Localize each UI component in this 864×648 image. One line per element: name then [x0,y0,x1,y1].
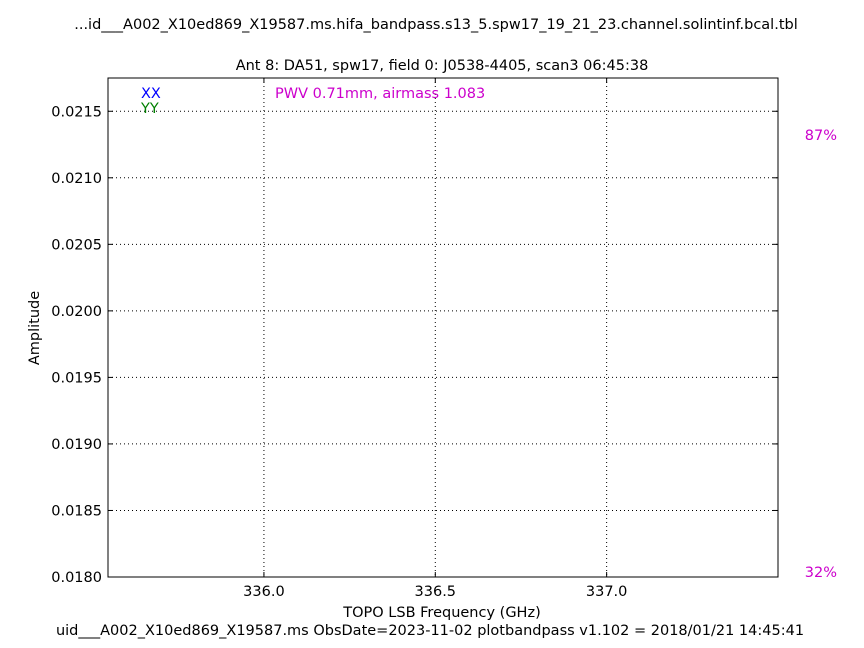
x-axis-label: TOPO LSB Frequency (GHz) [342,605,540,621]
table-filename-title: ...id___A002_X10ed869_X19587.ms.hifa_ban… [74,17,798,33]
y-tick-label: 0.0200 [51,304,102,320]
legend-entry-yy: YY [140,101,159,117]
right-axis-label-top: 87% [805,128,837,144]
pwv-airmass-annotation: PWV 0.71mm, airmass 1.083 [275,86,485,102]
x-tick-label: 336.5 [415,584,457,600]
y-tick-label: 0.0205 [51,237,102,253]
footer-info: uid___A002_X10ed869_X19587.ms ObsDate=20… [56,623,804,639]
x-tick-label: 337.0 [586,584,628,600]
y-tick-label: 0.0215 [51,104,102,120]
y-tick-label: 0.0180 [51,570,102,586]
y-tick-label: 0.0210 [51,171,102,187]
tick-marks [108,78,778,578]
y-axis-label: Amplitude [27,291,43,365]
legend-entry-xx: XX [141,86,161,102]
grid-lines [108,78,778,577]
y-tick-label: 0.0185 [51,503,102,519]
chart-title: Ant 8: DA51, spw17, field 0: J0538-4405,… [236,58,649,74]
plot-frame [107,77,779,578]
y-tick-label: 0.0190 [51,437,102,453]
tick-labels: 336.0 336.5 337.0 0.0180 0.0185 0.0190 0.0195 0… [51,104,627,600]
x-tick-label: 336.0 [243,584,285,600]
right-axis-label-bottom: 32% [805,565,837,581]
y-tick-label: 0.0195 [51,370,102,386]
